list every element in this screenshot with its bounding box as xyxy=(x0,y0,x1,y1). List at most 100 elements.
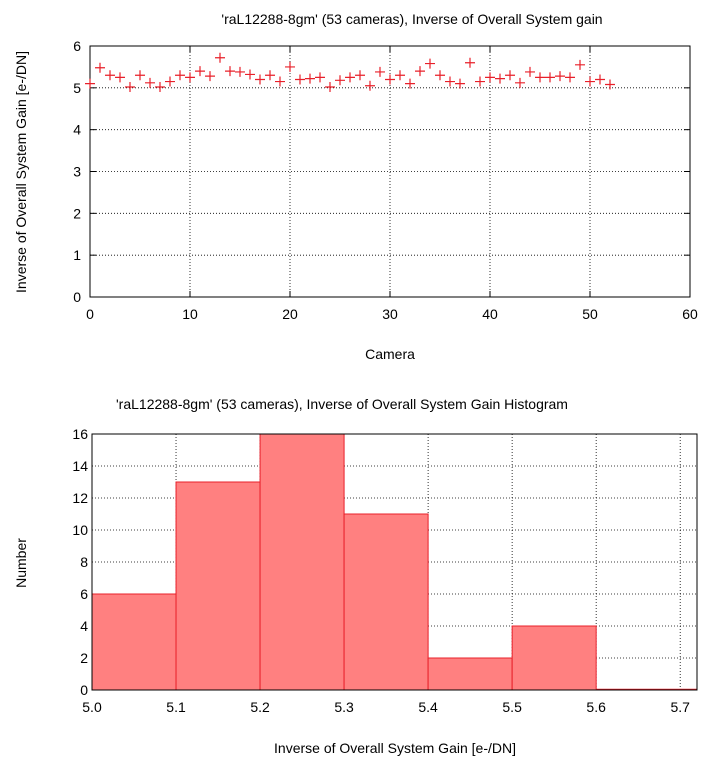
data-point xyxy=(405,78,415,89)
data-point xyxy=(205,71,215,82)
data-point xyxy=(125,81,135,92)
data-point xyxy=(535,72,545,83)
plot-frame xyxy=(91,433,698,691)
grid xyxy=(89,45,691,298)
data-point xyxy=(115,72,125,83)
y-tick-label: 2 xyxy=(80,650,88,666)
histogram-bars xyxy=(91,433,697,691)
data-point xyxy=(555,71,565,82)
y-tick-label: 8 xyxy=(80,554,88,570)
x-tick-label: 5.6 xyxy=(586,699,606,715)
scatter-chart: 'raL12288-8gm' (53 cameras), Inverse of … xyxy=(13,11,698,362)
x-tick-label: 5.0 xyxy=(82,699,102,715)
x-tick-label: 5.3 xyxy=(334,699,354,715)
plot-frame xyxy=(89,45,691,298)
data-point xyxy=(415,66,425,77)
x-tick-label: 5.5 xyxy=(502,699,522,715)
data-point xyxy=(325,81,335,92)
histogram-bar xyxy=(343,513,429,691)
chart-title: 'raL12288-8gm' (53 cameras), Inverse of … xyxy=(116,396,568,412)
y-tick-label: 6 xyxy=(73,38,81,54)
data-point xyxy=(225,66,235,77)
data-point xyxy=(165,76,175,87)
x-tick-label: 40 xyxy=(482,306,498,322)
data-point xyxy=(595,74,605,85)
chart-title: 'raL12288-8gm' (53 cameras), Inverse of … xyxy=(221,11,602,27)
x-tick-label: 5.1 xyxy=(166,699,186,715)
x-tick-label: 30 xyxy=(382,306,398,322)
data-point xyxy=(305,73,315,84)
data-point xyxy=(85,78,95,89)
data-point xyxy=(275,76,285,87)
x-tick-label: 5.2 xyxy=(250,699,270,715)
data-point xyxy=(605,79,615,90)
data-point xyxy=(285,61,295,72)
data-point xyxy=(425,58,435,69)
histogram-bar xyxy=(259,433,345,691)
data-point xyxy=(475,76,485,87)
data-point xyxy=(345,72,355,83)
data-point xyxy=(265,70,275,81)
data-point xyxy=(445,76,455,87)
histogram-bar xyxy=(427,657,513,691)
data-point xyxy=(515,77,525,88)
data-point xyxy=(495,73,505,84)
x-tick-label: 10 xyxy=(182,306,198,322)
y-tick-label: 6 xyxy=(80,586,88,602)
y-tick-label: 12 xyxy=(72,490,88,506)
x-tick-label: 5.4 xyxy=(418,699,438,715)
y-tick-label: 2 xyxy=(73,205,81,221)
data-point xyxy=(255,74,265,85)
data-point xyxy=(295,74,305,85)
data-point xyxy=(435,70,445,81)
data-point xyxy=(185,72,195,83)
data-point xyxy=(335,75,345,86)
y-tick-label: 4 xyxy=(80,618,88,634)
x-tick-label: 60 xyxy=(682,306,698,322)
y-tick-label: 1 xyxy=(73,247,81,263)
data-point xyxy=(315,72,325,83)
data-point xyxy=(105,70,115,81)
data-point xyxy=(135,70,145,81)
data-point xyxy=(95,62,105,73)
data-point xyxy=(485,72,495,83)
x-tick-label: 50 xyxy=(582,306,598,322)
data-point xyxy=(235,66,245,77)
x-tick-label: 5.7 xyxy=(670,699,690,715)
x-tick-label: 0 xyxy=(86,306,94,322)
y-tick-label: 14 xyxy=(72,458,88,474)
x-axis-label: Inverse of Overall System Gain [e-/DN] xyxy=(274,740,516,756)
histogram-bar xyxy=(511,625,597,691)
data-point xyxy=(245,69,255,80)
data-point xyxy=(365,80,375,91)
data-point xyxy=(175,70,185,81)
x-axis-label: Camera xyxy=(365,346,415,362)
y-tick-label: 4 xyxy=(73,122,81,138)
data-point xyxy=(575,59,585,70)
data-points xyxy=(85,52,615,92)
y-tick-label: 5 xyxy=(73,80,81,96)
data-point xyxy=(195,66,205,77)
y-tick-label: 3 xyxy=(73,164,81,180)
data-point xyxy=(215,52,225,63)
data-point xyxy=(505,70,515,81)
data-point xyxy=(355,70,365,81)
y-axis-label: Inverse of Overall System Gain [e-/DN] xyxy=(13,51,29,293)
y-axis-label: Number xyxy=(13,538,29,588)
histogram-chart: 'raL12288-8gm' (53 cameras), Inverse of … xyxy=(13,396,698,756)
data-point xyxy=(155,81,165,92)
histogram-bar xyxy=(175,481,261,691)
y-tick-label: 0 xyxy=(80,682,88,698)
y-tick-label: 10 xyxy=(72,522,88,538)
data-point xyxy=(145,77,155,88)
data-point xyxy=(385,74,395,85)
data-point xyxy=(585,76,595,87)
histogram-bar xyxy=(91,593,177,691)
x-tick-label: 20 xyxy=(282,306,298,322)
data-point xyxy=(525,66,535,77)
data-point xyxy=(455,78,465,89)
data-point xyxy=(375,66,385,77)
y-tick-label: 16 xyxy=(72,426,88,442)
